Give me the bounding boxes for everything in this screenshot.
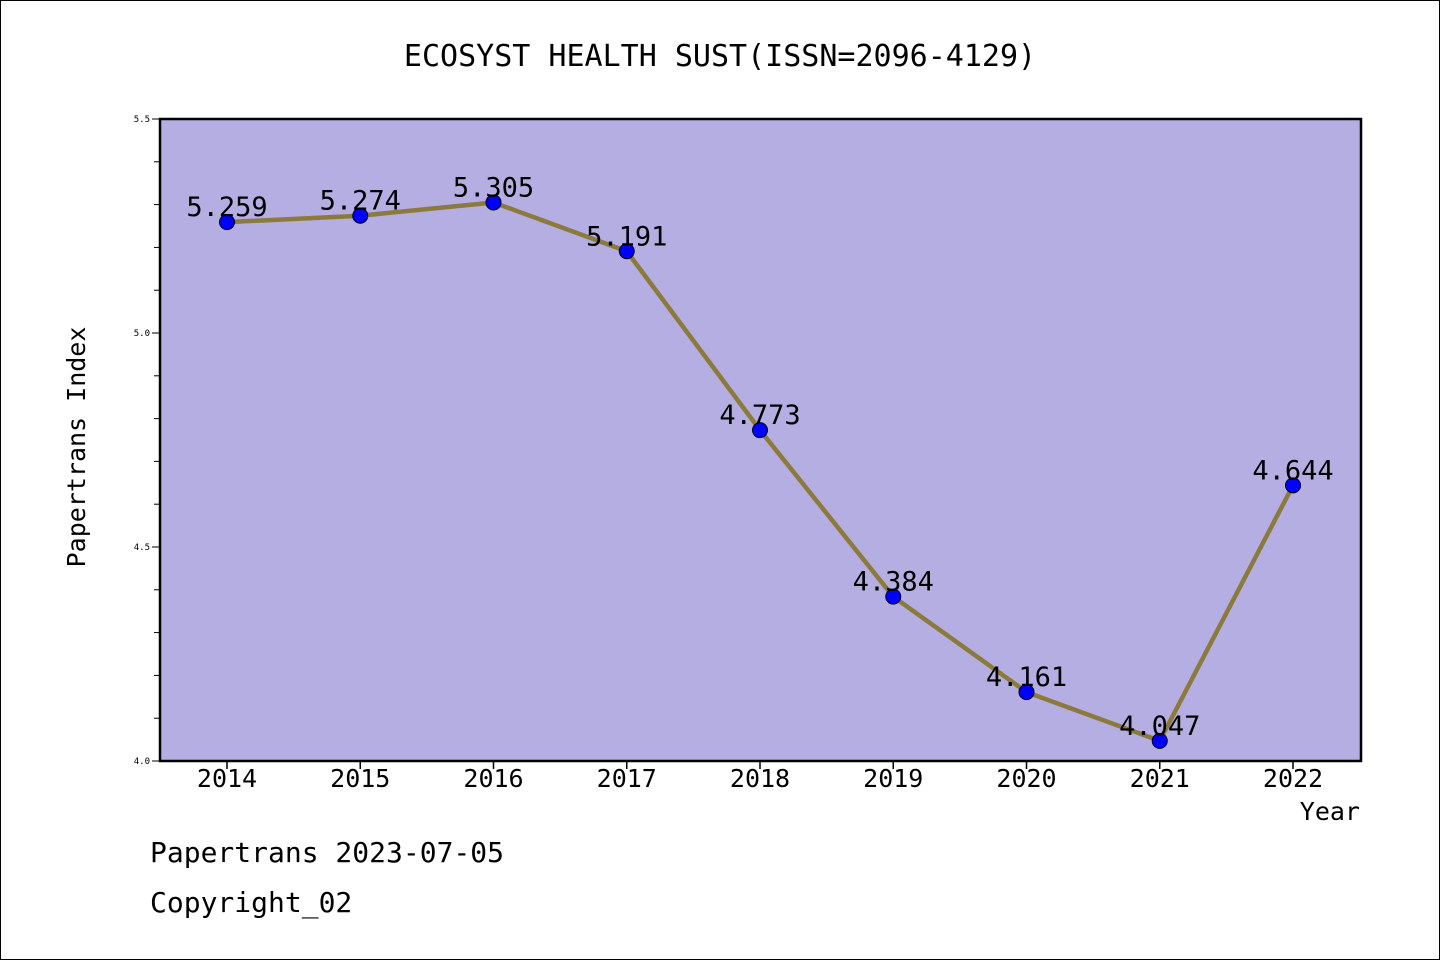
y-tick-label: 4.5 [134,543,150,553]
x-tick-label: 2020 [996,764,1056,793]
data-label: 4.047 [1119,711,1200,742]
data-label: 4.161 [986,662,1067,693]
y-tick-label: 5.0 [134,329,150,339]
data-point [1018,684,1035,701]
data-point [485,194,502,211]
data-point [618,243,635,260]
data-label: 4.384 [853,567,934,598]
x-axis-label: Year [1300,797,1360,826]
x-tick-label: 2022 [1263,764,1323,793]
x-tick-label: 2014 [197,764,257,793]
data-point [885,588,902,605]
data-point [219,214,235,231]
data-label: 4.773 [719,400,800,431]
x-tick-label: 2016 [463,764,523,793]
data-label: 5.305 [453,172,534,203]
footer-source: Papertrans 2023-07-05 [150,836,505,869]
data-label: 5.259 [186,192,267,223]
x-tick-label: 2019 [863,764,923,793]
data-point [752,422,768,439]
y-tick-label: 5.5 [134,115,150,125]
x-tick-label: 2015 [330,764,390,793]
x-tick-label: 2018 [730,764,790,793]
y-tick-label: 4.0 [134,757,150,767]
chart-title: ECOSYST HEALTH SUST(ISSN=2096-4129) [404,39,1036,74]
data-point [352,207,369,224]
footer-copyright: Copyright_02 [150,886,353,919]
y-axis-label: Papertrans Index [62,327,91,568]
data-label: 5.191 [586,221,667,252]
plot-area [158,117,1363,763]
x-tick-label: 2017 [597,764,657,793]
data-point [1151,732,1168,749]
data-label: 4.644 [1252,455,1333,486]
x-tick-label: 2021 [1130,764,1190,793]
data-label: 5.274 [320,186,401,217]
data-point [1285,477,1301,494]
